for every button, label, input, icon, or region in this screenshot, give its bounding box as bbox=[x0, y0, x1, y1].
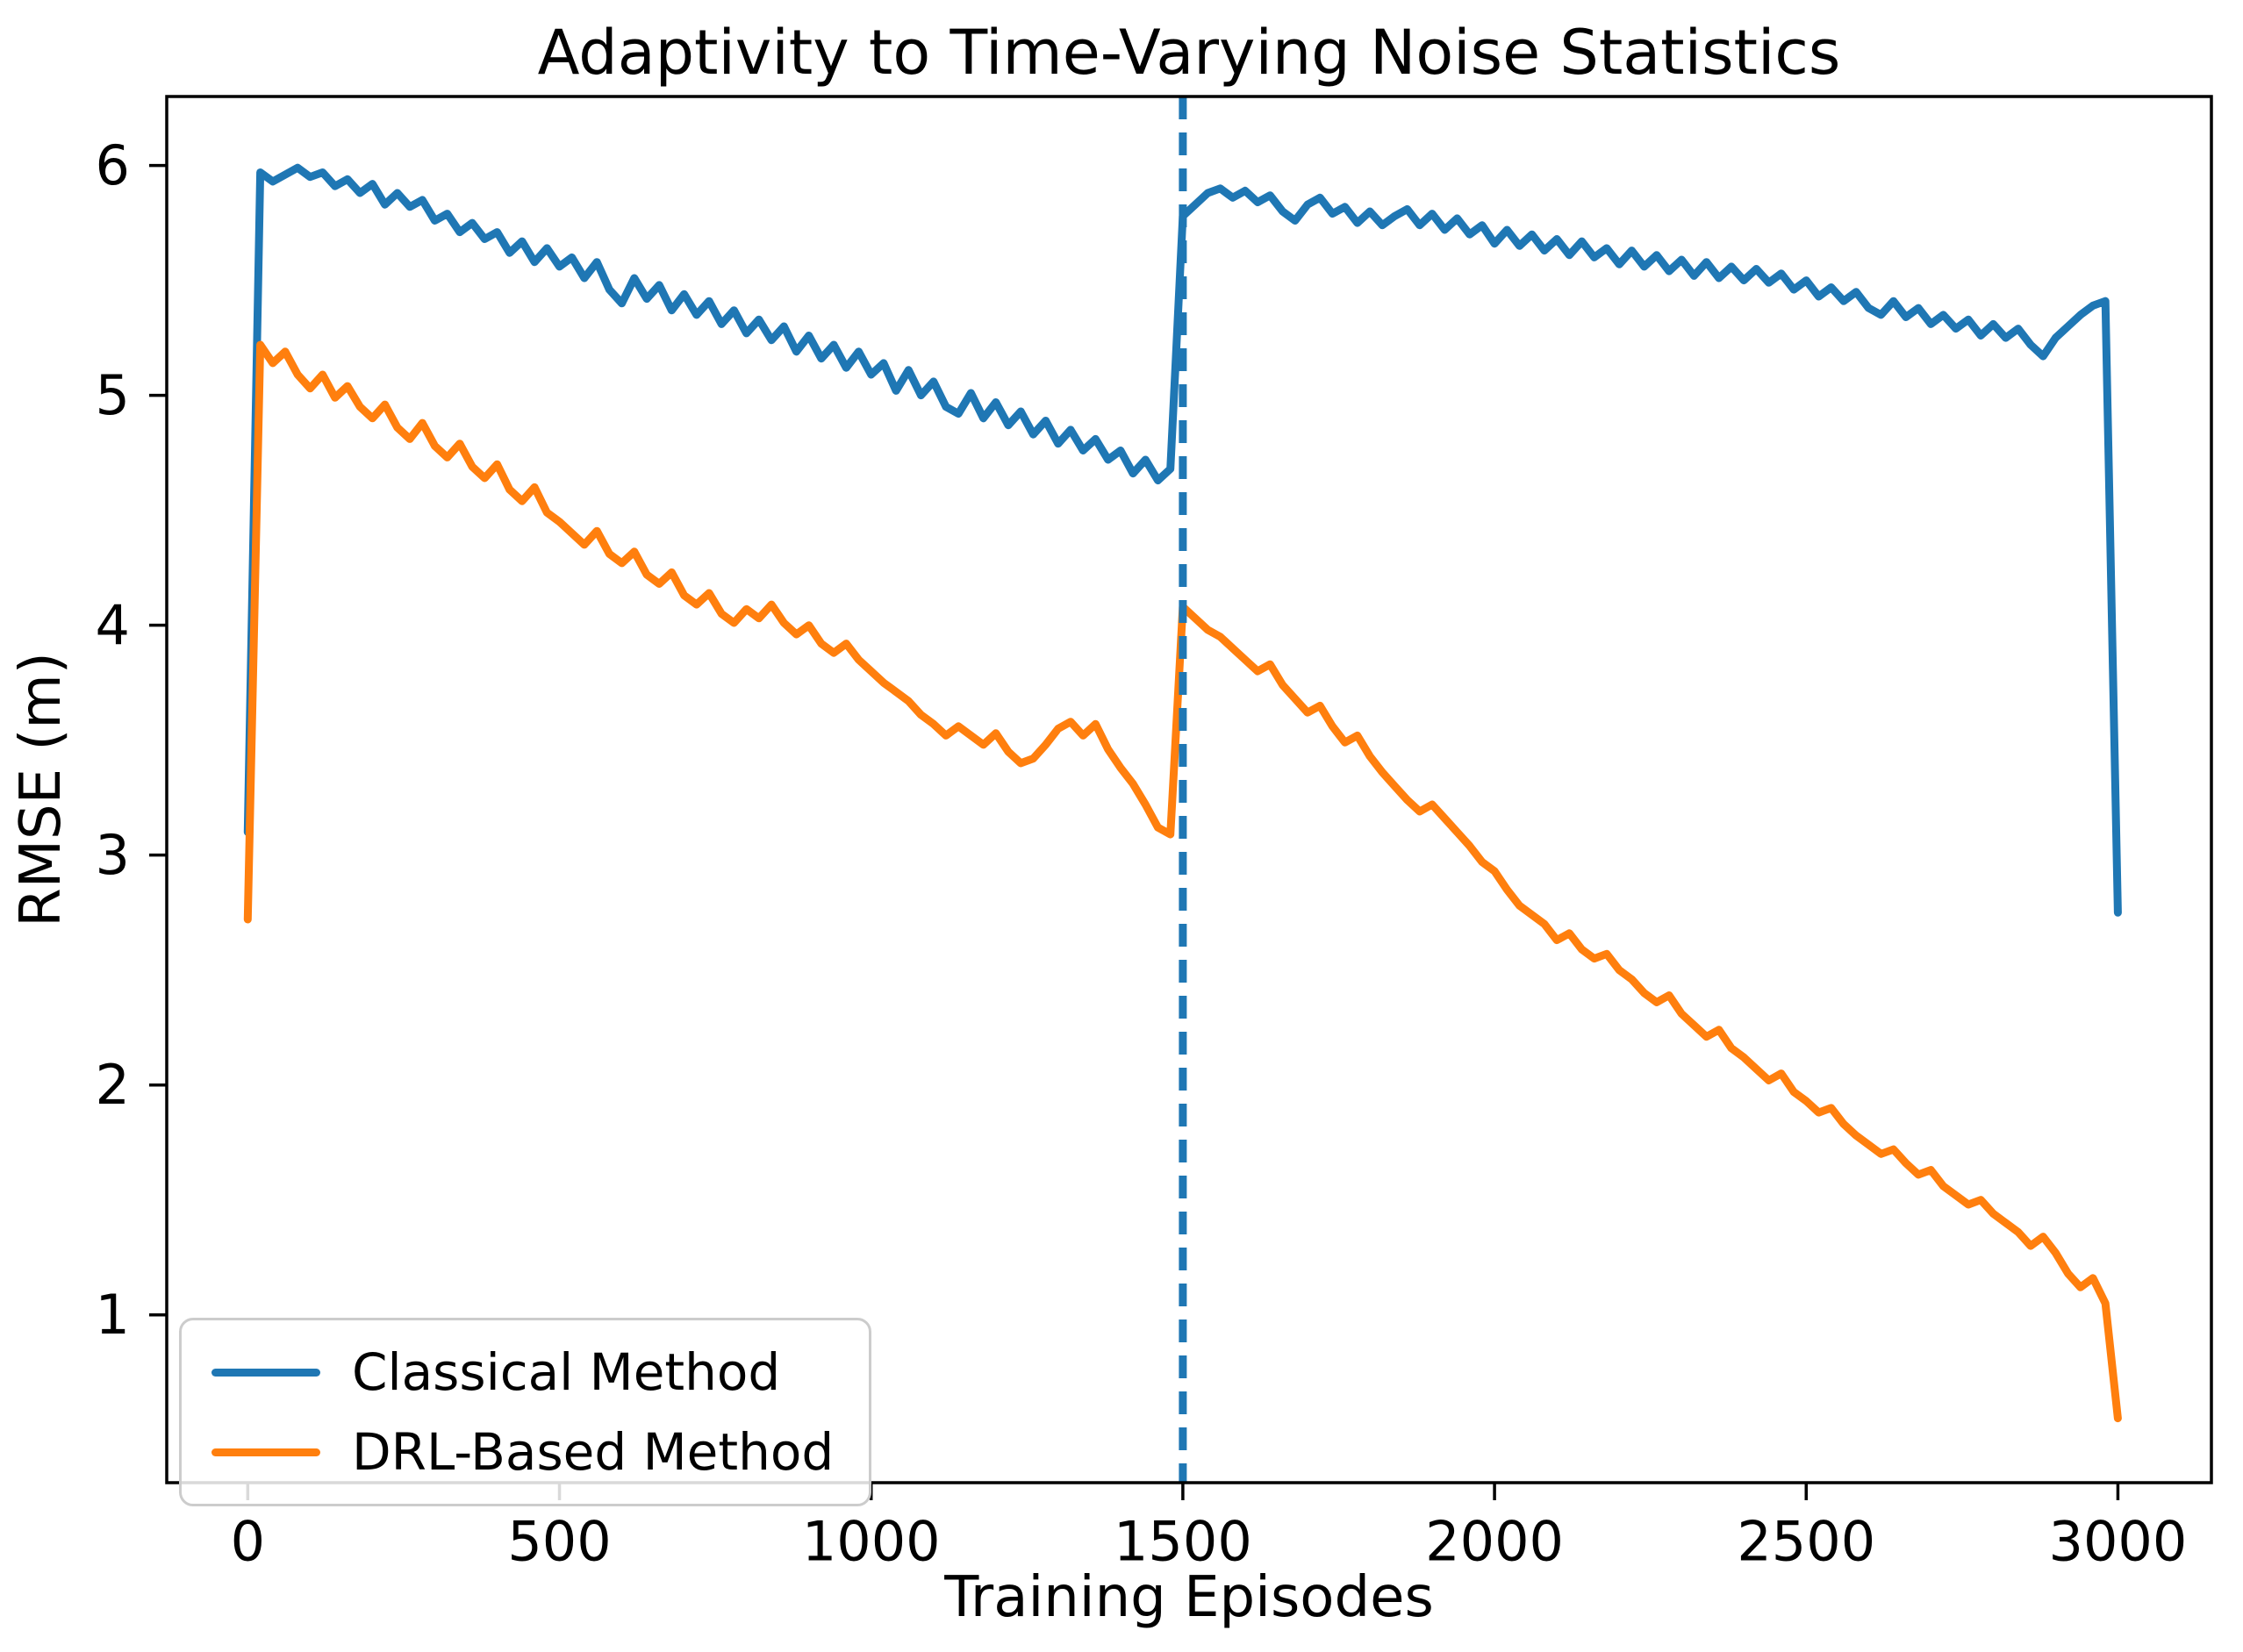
x-tick-label: 0 bbox=[231, 1509, 265, 1573]
x-tick-label: 500 bbox=[507, 1509, 611, 1573]
y-tick-label: 3 bbox=[96, 823, 130, 887]
legend-label-drl: DRL-Based Method bbox=[352, 1421, 835, 1482]
x-tick-label: 2000 bbox=[1425, 1509, 1564, 1573]
legend-label-classical: Classical Method bbox=[352, 1342, 781, 1402]
y-axis-label: RMSE (m) bbox=[9, 652, 74, 927]
legend: Classical Method DRL-Based Method bbox=[179, 1318, 872, 1507]
x-tick-label: 1500 bbox=[1114, 1509, 1252, 1573]
y-tick-label: 1 bbox=[96, 1283, 130, 1347]
x-tick-label: 3000 bbox=[2049, 1509, 2188, 1573]
chart-title: Adaptivity to Time-Varying Noise Statist… bbox=[537, 17, 1841, 89]
x-axis-label: Training Episodes bbox=[944, 1565, 1434, 1630]
y-tick-label: 4 bbox=[96, 593, 130, 657]
y-tick-label: 5 bbox=[96, 363, 130, 427]
drl-line-swatch bbox=[211, 1448, 320, 1456]
y-tick-label: 6 bbox=[96, 133, 130, 197]
x-tick-label: 1000 bbox=[802, 1509, 941, 1573]
axes-spines bbox=[165, 95, 2213, 1484]
y-tick-label: 2 bbox=[96, 1053, 130, 1117]
legend-item-drl: DRL-Based Method bbox=[211, 1421, 835, 1482]
legend-item-classical: Classical Method bbox=[211, 1343, 834, 1402]
x-tick-label: 2500 bbox=[1737, 1509, 1875, 1573]
classical-line-swatch bbox=[211, 1368, 320, 1377]
